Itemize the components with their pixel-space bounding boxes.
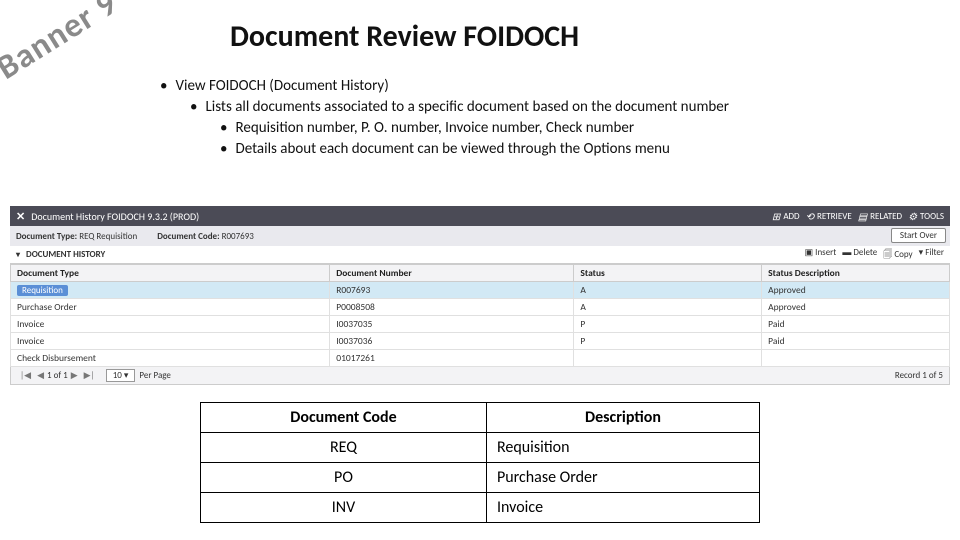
page-prev-icon[interactable]: ◀ (34, 370, 47, 381)
cell-status-desc: Paid (762, 333, 950, 350)
ref-code: REQ (201, 433, 487, 463)
ref-code: INV (201, 493, 487, 523)
filter-button[interactable]: ▾ Filter (919, 247, 944, 263)
copy-button[interactable]: 🗐 Copy (883, 247, 912, 263)
cell-doc-type: Requisition (11, 282, 330, 299)
cell-doc-type: Invoice (11, 316, 330, 333)
section-title: DOCUMENT HISTORY (26, 249, 105, 260)
collapse-icon[interactable]: ▾ (16, 250, 20, 260)
insert-button[interactable]: ▣ Insert (805, 247, 837, 263)
cell-doc-type: Purchase Order (11, 299, 330, 316)
page-last-icon[interactable]: ▶| (81, 370, 98, 381)
cell-status-desc (762, 350, 950, 367)
banner-app: ✕ Document History FOIDOCH 9.3.2 (PROD) … (10, 206, 950, 385)
cell-status: A (574, 282, 762, 299)
tools-icon (908, 210, 917, 223)
doc-code-value: R007693 (222, 231, 254, 242)
page-title: Document Review FOIDOCH (230, 18, 579, 55)
cell-status: P (574, 333, 762, 350)
col-status-desc[interactable]: Status Description (762, 265, 950, 282)
table-row[interactable]: Check Disbursement01017261 (11, 350, 950, 367)
reference-table: Document Code Description REQRequisition… (200, 402, 760, 523)
cell-doc-num: R007693 (330, 282, 574, 299)
doc-type-label: Document Type: (16, 231, 77, 242)
retrieve-button[interactable]: RETRIEVE (806, 210, 852, 223)
bullets-block: View FOIDOCH (Document History) Lists al… (130, 76, 940, 160)
bullet-lvl2: Lists all documents associated to a spec… (130, 97, 940, 118)
cell-doc-num: I0037035 (330, 316, 574, 333)
record-count: Record 1 of 5 (895, 370, 943, 381)
cell-status-desc: Paid (762, 316, 950, 333)
page-indicator: 1 of 1 (47, 370, 68, 381)
cell-doc-type: Check Disbursement (11, 350, 330, 367)
ref-head-desc: Description (486, 403, 759, 433)
page-next-icon[interactable]: ▶ (68, 370, 81, 381)
app-title: Document History FOIDOCH 9.3.2 (PROD) (31, 210, 772, 223)
ref-row: REQRequisition (201, 433, 760, 463)
col-doc-num[interactable]: Document Number (330, 265, 574, 282)
bullet-lvl3a: Requisition number, P. O. number, Invoic… (130, 118, 940, 139)
bullet-lvl1: View FOIDOCH (Document History) (130, 76, 940, 97)
ref-desc: Purchase Order (486, 463, 759, 493)
ref-row: POPurchase Order (201, 463, 760, 493)
ref-desc: Invoice (486, 493, 759, 523)
doc-type-value: REQ Requisition (79, 231, 137, 242)
doc-type-chip: Requisition (17, 285, 68, 296)
cell-doc-type: Invoice (11, 333, 330, 350)
ref-head-code: Document Code (201, 403, 487, 433)
ref-desc: Requisition (486, 433, 759, 463)
delete-button[interactable]: ▬ Delete (842, 247, 877, 263)
bullet-lvl3b: Details about each document can be viewe… (130, 139, 940, 160)
retrieve-icon (806, 210, 814, 223)
cell-status-desc: Approved (762, 299, 950, 316)
document-history-grid: Document Type Document Number Status Sta… (10, 264, 950, 367)
watermark-text: Banner 9 (0, 0, 125, 89)
doc-code-label: Document Code: (157, 231, 219, 242)
close-icon[interactable]: ✕ (16, 210, 25, 223)
table-row[interactable]: InvoiceI0037035PPaid (11, 316, 950, 333)
related-button[interactable]: RELATED (858, 210, 902, 223)
page-first-icon[interactable]: |◀ (17, 370, 34, 381)
col-doc-type[interactable]: Document Type (11, 265, 330, 282)
table-row[interactable]: InvoiceI0037036PPaid (11, 333, 950, 350)
table-row[interactable]: Purchase OrderP0008508AApproved (11, 299, 950, 316)
col-status[interactable]: Status (574, 265, 762, 282)
cell-doc-num: P0008508 (330, 299, 574, 316)
per-page-label: Per Page (139, 370, 171, 381)
ref-code: PO (201, 463, 487, 493)
table-row[interactable]: Requisition R007693AApproved (11, 282, 950, 299)
section-header: ▾ DOCUMENT HISTORY ▣ Insert ▬ Delete 🗐 C… (10, 246, 950, 264)
app-header: ✕ Document History FOIDOCH 9.3.2 (PROD) … (10, 206, 950, 226)
keyblock: Document Type: REQ Requisition Document … (10, 226, 950, 246)
related-icon (858, 210, 867, 223)
tools-button[interactable]: TOOLS (908, 210, 944, 223)
cell-doc-num: 01017261 (330, 350, 574, 367)
cell-status: A (574, 299, 762, 316)
ref-row: INVInvoice (201, 493, 760, 523)
cell-doc-num: I0037036 (330, 333, 574, 350)
start-over-button[interactable]: Start Over (891, 228, 946, 243)
pager: |◀ ◀ 1 of 1 ▶ ▶| 10 ▾ Per Page Record 1 … (10, 367, 950, 385)
cell-status-desc: Approved (762, 282, 950, 299)
add-icon (772, 210, 780, 223)
per-page-select[interactable]: 10 ▾ (106, 369, 136, 382)
cell-status (574, 350, 762, 367)
cell-status: P (574, 316, 762, 333)
add-button[interactable]: ADD (772, 210, 800, 223)
